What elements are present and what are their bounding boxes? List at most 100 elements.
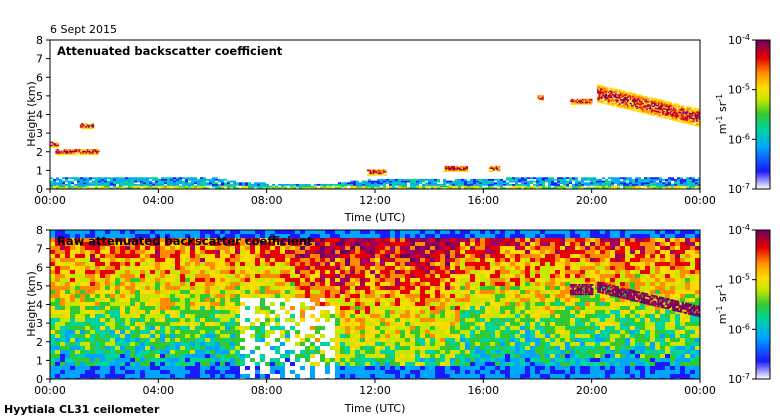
- raw-backscatter-cell: [275, 286, 280, 290]
- raw-backscatter-cell: [430, 306, 435, 310]
- raw-backscatter-cell: [425, 250, 430, 254]
- backscatter-cell: [686, 178, 689, 181]
- raw-backscatter-cell: [270, 282, 275, 286]
- raw-backscatter-cell: [240, 250, 245, 254]
- raw-backscatter-cell: [65, 338, 70, 342]
- cloud-cell: [687, 115, 691, 117]
- raw-backscatter-cell: [180, 250, 185, 254]
- raw-backscatter-cell: [120, 330, 125, 334]
- raw-backscatter-cell: [75, 370, 80, 374]
- raw-backscatter-cell: [220, 266, 225, 270]
- backscatter-cell: [620, 182, 623, 185]
- cloud-cell: [626, 99, 630, 101]
- backscatter-cell: [269, 187, 272, 189]
- raw-backscatter-cell: [100, 370, 105, 374]
- cloud-cell: [464, 167, 467, 169]
- raw-backscatter-cell: [330, 246, 335, 250]
- raw-backscatter-cell: [170, 358, 175, 362]
- raw-backscatter-cell: [390, 358, 395, 362]
- raw-backscatter-cell: [380, 250, 385, 254]
- cloud-cell: [637, 94, 640, 96]
- cloud-cell: [369, 169, 372, 172]
- raw-backscatter-cell: [140, 306, 145, 310]
- raw-backscatter-cell: [185, 234, 190, 238]
- backscatter-cell: [608, 177, 611, 180]
- raw-backscatter-cell: [200, 326, 205, 330]
- raw-backscatter-cell: [405, 242, 410, 246]
- raw-backscatter-cell: [160, 282, 165, 286]
- cloud-cell: [538, 96, 542, 99]
- raw-backscatter-cell: [185, 230, 190, 234]
- backscatter-cell: [656, 185, 659, 188]
- cloud-cell: [617, 105, 620, 108]
- backscatter-cell: [164, 187, 167, 189]
- backscatter-cell: [131, 180, 134, 183]
- raw-backscatter-cell: [220, 278, 225, 282]
- raw-backscatter-cell: [415, 310, 420, 314]
- cloud-cell: [91, 124, 95, 127]
- raw-backscatter-cell: [200, 242, 205, 246]
- raw-backscatter-cell: [195, 254, 200, 258]
- cloud-cell: [602, 93, 605, 95]
- cloud-cell: [625, 97, 628, 99]
- raw-backscatter-cell: [65, 310, 70, 314]
- raw-backscatter-cell: [110, 318, 115, 322]
- raw-backscatter-cell: [55, 234, 60, 238]
- raw-backscatter-cell: [165, 242, 170, 246]
- raw-backscatter-cell: [410, 274, 415, 278]
- raw-backscatter-cell: [335, 342, 340, 346]
- cloud-cell: [689, 117, 692, 119]
- raw-backscatter-cell: [305, 234, 310, 238]
- raw-backscatter-cell: [220, 258, 225, 262]
- raw-backscatter-cell: [395, 374, 400, 378]
- raw-backscatter-cell: [340, 246, 345, 250]
- raw-backscatter-cell: [100, 246, 105, 250]
- raw-backscatter-cell: [375, 250, 380, 254]
- backscatter-cell: [536, 177, 539, 180]
- raw-backscatter-cell: [60, 238, 65, 242]
- cloud-cell: [490, 167, 493, 169]
- backscatter-cell: [167, 185, 170, 188]
- raw-backscatter-cell: [330, 266, 335, 270]
- raw-backscatter-cell: [135, 326, 140, 330]
- backscatter-cell: [245, 187, 248, 189]
- cloud-cell: [629, 99, 632, 102]
- raw-backscatter-cell: [350, 366, 355, 370]
- raw-backscatter-cell: [420, 238, 425, 242]
- cloud-cell: [444, 167, 447, 169]
- backscatter-cell: [455, 183, 458, 186]
- raw-backscatter-cell: [85, 350, 90, 354]
- raw-backscatter-cell: [210, 366, 215, 370]
- cloud-cell: [681, 116, 684, 119]
- raw-backscatter-cell: [375, 330, 380, 334]
- raw-backscatter-cell: [390, 278, 395, 282]
- raw-backscatter-cell: [215, 286, 220, 290]
- raw-backscatter-cell: [215, 294, 220, 298]
- backscatter-cell: [431, 180, 434, 183]
- raw-backscatter-cell: [330, 238, 335, 242]
- raw-backscatter-cell: [305, 334, 310, 338]
- raw-backscatter-cell: [50, 358, 55, 362]
- raw-backscatter-cell: [55, 346, 60, 350]
- raw-backscatter-cell: [70, 250, 75, 254]
- backscatter-cell: [158, 178, 161, 181]
- cloud-cell: [607, 96, 611, 98]
- raw-backscatter-cell: [155, 270, 160, 274]
- raw-backscatter-cell: [85, 298, 90, 302]
- backscatter-cell: [134, 180, 137, 183]
- backscatter-cell: [413, 178, 416, 181]
- cloud-cell: [643, 111, 646, 114]
- raw-backscatter-cell: [285, 282, 290, 286]
- cloud-cell: [651, 110, 654, 113]
- backscatter-cell: [545, 177, 548, 180]
- backscatter-cell: [599, 180, 602, 183]
- raw-backscatter-cell: [335, 338, 340, 342]
- backscatter-cell: [320, 183, 323, 186]
- cloud-cell: [667, 108, 670, 111]
- backscatter-cell: [230, 185, 233, 188]
- raw-backscatter-cell: [140, 274, 145, 278]
- cloud-cell: [621, 102, 624, 104]
- raw-backscatter-cell: [85, 338, 90, 342]
- raw-backscatter-cell: [50, 314, 55, 318]
- cloud-cell: [625, 100, 628, 102]
